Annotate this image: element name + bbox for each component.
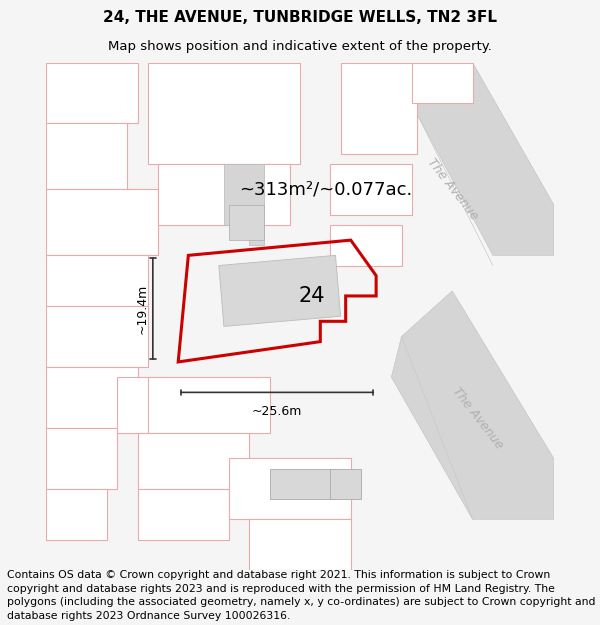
Polygon shape — [331, 225, 401, 266]
Polygon shape — [46, 123, 127, 189]
Polygon shape — [46, 428, 117, 489]
Text: Contains OS data © Crown copyright and database right 2021. This information is : Contains OS data © Crown copyright and d… — [7, 570, 596, 621]
Polygon shape — [224, 164, 265, 245]
Text: 24, THE AVENUE, TUNBRIDGE WELLS, TN2 3FL: 24, THE AVENUE, TUNBRIDGE WELLS, TN2 3FL — [103, 10, 497, 25]
Text: The Avenue: The Avenue — [424, 156, 480, 222]
Polygon shape — [137, 433, 249, 489]
Polygon shape — [158, 164, 290, 225]
Polygon shape — [219, 256, 341, 326]
Polygon shape — [46, 367, 137, 428]
Polygon shape — [137, 489, 229, 539]
Polygon shape — [412, 62, 473, 103]
Text: The Avenue: The Avenue — [449, 384, 506, 451]
Polygon shape — [229, 204, 265, 240]
Polygon shape — [417, 62, 554, 256]
Polygon shape — [46, 189, 158, 256]
Text: ~25.6m: ~25.6m — [252, 405, 302, 418]
Polygon shape — [46, 62, 137, 123]
Polygon shape — [46, 256, 148, 306]
Text: Map shows position and indicative extent of the property.: Map shows position and indicative extent… — [108, 41, 492, 53]
Polygon shape — [46, 489, 107, 539]
Polygon shape — [148, 377, 269, 433]
Text: ~313m²/~0.077ac.: ~313m²/~0.077ac. — [239, 181, 412, 198]
Polygon shape — [46, 306, 148, 367]
Polygon shape — [229, 458, 351, 519]
Polygon shape — [269, 469, 335, 499]
Polygon shape — [148, 62, 300, 164]
Polygon shape — [391, 291, 554, 519]
Text: ~19.4m: ~19.4m — [136, 284, 149, 334]
Polygon shape — [331, 164, 412, 215]
Polygon shape — [117, 377, 168, 433]
Text: 24: 24 — [298, 286, 325, 306]
Polygon shape — [331, 469, 361, 499]
Polygon shape — [341, 62, 417, 154]
Polygon shape — [249, 519, 351, 570]
